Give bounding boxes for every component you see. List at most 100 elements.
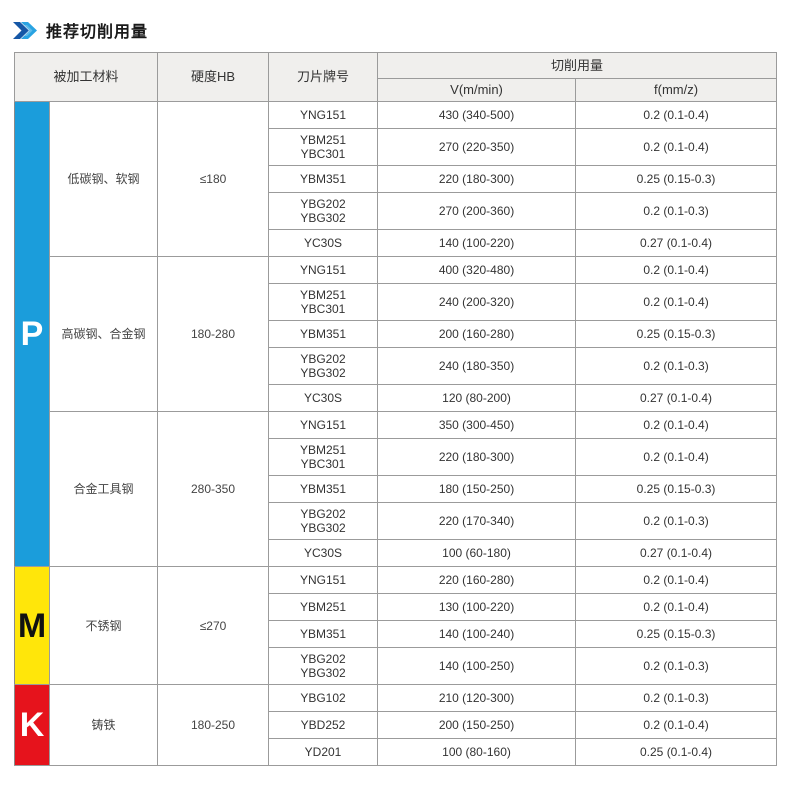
speed-cell: 270 (220-350): [377, 128, 577, 166]
insert-cell: YNG151: [268, 256, 379, 284]
insert-cell: YBM351: [268, 475, 379, 503]
insert-cell: YBM251 YBC301: [268, 128, 379, 166]
feed-cell: 0.2 (0.1-0.4): [575, 283, 778, 321]
table-row: YBM251 130 (100-220) 0.2 (0.1-0.4): [15, 593, 778, 621]
speed-cell: 180 (150-250): [377, 475, 577, 503]
speed-cell: 270 (200-360): [377, 192, 577, 230]
speed-cell: 200 (160-280): [377, 320, 577, 348]
material-cell: 低碳钢、软钢: [48, 101, 159, 257]
table-row: YBM351 220 (180-300) 0.25 (0.15-0.3): [15, 165, 778, 193]
class-band-k: K: [14, 684, 50, 766]
speed-cell: 430 (340-500): [377, 101, 577, 129]
table-row: YBM251 YBC301 220 (180-300) 0.2 (0.1-0.4…: [15, 438, 778, 476]
insert-cell: YBM251 YBC301: [268, 438, 379, 476]
feed-cell: 0.2 (0.1-0.4): [575, 101, 778, 129]
feed-cell: 0.27 (0.1-0.4): [575, 384, 778, 412]
feed-cell: 0.2 (0.1-0.3): [575, 192, 778, 230]
feed-cell: 0.27 (0.1-0.4): [575, 229, 778, 257]
feed-cell: 0.25 (0.1-0.4): [575, 738, 778, 766]
insert-cell: YNG151: [268, 101, 379, 129]
feed-cell: 0.2 (0.1-0.4): [575, 256, 778, 284]
speed-cell: 240 (180-350): [377, 347, 577, 385]
insert-cell: YNG151: [268, 566, 379, 594]
table-row: YBG202 YBG302 140 (100-250) 0.2 (0.1-0.3…: [15, 647, 778, 685]
speed-cell: 220 (180-300): [377, 438, 577, 476]
speed-cell: 100 (60-180): [377, 539, 577, 567]
insert-cell: YBG202 YBG302: [268, 347, 379, 385]
feed-cell: 0.2 (0.1-0.3): [575, 647, 778, 685]
table-row: YBM351 140 (100-240) 0.25 (0.15-0.3): [15, 620, 778, 648]
table-row: M 不锈钢 ≤270 YNG151 220 (160-280) 0.2 (0.1…: [14, 566, 778, 685]
feed-cell: 0.2 (0.1-0.3): [575, 502, 778, 540]
feed-cell: 0.2 (0.1-0.4): [575, 711, 778, 739]
col-header-hardness: 硬度HB: [157, 52, 270, 102]
table-row: YC30S 100 (60-180) 0.27 (0.1-0.4): [15, 539, 778, 567]
feed-cell: 0.25 (0.15-0.3): [575, 320, 778, 348]
insert-cell: YBD252: [268, 711, 379, 739]
table-row: YBM251 YBC301 270 (220-350) 0.2 (0.1-0.4…: [15, 128, 778, 166]
feed-cell: 0.25 (0.15-0.3): [575, 620, 778, 648]
speed-cell: 200 (150-250): [377, 711, 577, 739]
insert-cell: YBG202 YBG302: [268, 192, 379, 230]
material-cell: 高碳钢、合金钢: [48, 256, 159, 412]
table-row: YBM351 200 (160-280) 0.25 (0.15-0.3): [15, 320, 778, 348]
speed-cell: 220 (160-280): [377, 566, 577, 594]
table-row: 高碳钢、合金钢 180-280 YNG151 400 (320-480) 0.2…: [15, 256, 778, 412]
speed-cell: 210 (120-300): [377, 684, 577, 712]
speed-cell: 350 (300-450): [377, 411, 577, 439]
table-row: YBG202 YBG302 270 (200-360) 0.2 (0.1-0.3…: [15, 192, 778, 230]
feed-cell: 0.27 (0.1-0.4): [575, 539, 778, 567]
feed-cell: 0.25 (0.15-0.3): [575, 165, 778, 193]
table-row: YD201 100 (80-160) 0.25 (0.1-0.4): [15, 738, 778, 766]
speed-cell: 140 (100-240): [377, 620, 577, 648]
hardness-cell: 180-250: [157, 684, 270, 766]
feed-cell: 0.2 (0.1-0.3): [575, 347, 778, 385]
cutting-parameters-table: 被加工材料 硬度HB 刀片牌号 切削用量 V(m/min) f(mm/z) P …: [13, 52, 778, 766]
insert-cell: YC30S: [268, 539, 379, 567]
speed-cell: 100 (80-160): [377, 738, 577, 766]
insert-cell: YBM351: [268, 320, 379, 348]
material-cell: 合金工具钢: [48, 411, 159, 567]
insert-cell: YBM351: [268, 165, 379, 193]
speed-cell: 140 (100-220): [377, 229, 577, 257]
hardness-cell: ≤180: [157, 101, 270, 257]
col-header-speed: V(m/min): [377, 78, 577, 102]
table-row: YC30S 140 (100-220) 0.27 (0.1-0.4): [15, 229, 778, 257]
page-title: 推荐切削用量: [46, 24, 149, 41]
feed-cell: 0.2 (0.1-0.4): [575, 593, 778, 621]
table-row: YBM351 180 (150-250) 0.25 (0.15-0.3): [15, 475, 778, 503]
material-cell: 铸铁: [48, 684, 159, 766]
insert-cell: YC30S: [268, 384, 379, 412]
insert-cell: YD201: [268, 738, 379, 766]
col-header-feed: f(mm/z): [575, 78, 778, 102]
speed-cell: 220 (180-300): [377, 165, 577, 193]
feed-cell: 0.2 (0.1-0.4): [575, 438, 778, 476]
feed-cell: 0.2 (0.1-0.4): [575, 566, 778, 594]
speed-cell: 140 (100-250): [377, 647, 577, 685]
hardness-cell: 280-350: [157, 411, 270, 567]
insert-cell: YBM351: [268, 620, 379, 648]
speed-cell: 130 (100-220): [377, 593, 577, 621]
table-row: K 铸铁 180-250 YBG102 210 (120-300) 0.2 (0…: [14, 684, 778, 766]
insert-cell: YC30S: [268, 229, 379, 257]
material-cell: 不锈钢: [48, 566, 159, 685]
insert-cell: YBG202 YBG302: [268, 502, 379, 540]
insert-cell: YNG151: [268, 411, 379, 439]
insert-cell: YBG202 YBG302: [268, 647, 379, 685]
section-title-bar: 推荐切削用量: [0, 0, 790, 52]
class-band-p: P: [14, 101, 50, 567]
insert-cell: YBG102: [268, 684, 379, 712]
feed-cell: 0.25 (0.15-0.3): [575, 475, 778, 503]
col-header-cutting: 切削用量: [377, 52, 778, 79]
table-row: YBD252 200 (150-250) 0.2 (0.1-0.4): [15, 711, 778, 739]
insert-cell: YBM251 YBC301: [268, 283, 379, 321]
feed-cell: 0.2 (0.1-0.4): [575, 128, 778, 166]
speed-cell: 220 (170-340): [377, 502, 577, 540]
insert-cell: YBM251: [268, 593, 379, 621]
table-row: P 低碳钢、软钢 ≤180 YNG151 430 (340-500) 0.2 (…: [14, 101, 778, 567]
col-header-insert: 刀片牌号: [268, 52, 379, 102]
hardness-cell: ≤270: [157, 566, 270, 685]
speed-cell: 120 (80-200): [377, 384, 577, 412]
table-row: YBG202 YBG302 240 (180-350) 0.2 (0.1-0.3…: [15, 347, 778, 385]
